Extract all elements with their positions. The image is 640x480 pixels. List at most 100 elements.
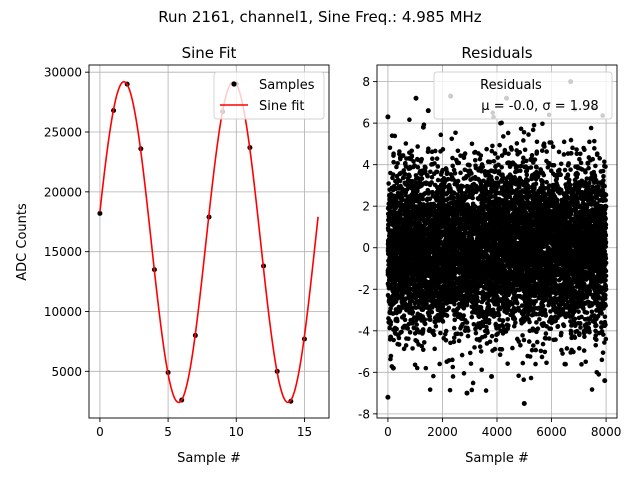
residual-point [506,152,511,157]
residual-point [404,343,409,348]
sine-fit-xtick-label: 15 [297,425,312,439]
residual-point [459,332,464,337]
residual-point [405,326,410,331]
residual-point [493,151,498,156]
residual-point [403,318,408,323]
residual-point [515,301,520,306]
residual-point [436,164,441,169]
residual-point [484,388,489,393]
sine-fit-ytick-label: 20000 [44,185,82,199]
residual-point [469,361,474,366]
residual-point [452,340,457,345]
residual-point [408,330,413,335]
residual-point [448,388,453,393]
residual-point [397,342,402,347]
residual-point [468,351,473,356]
residual-point [501,318,506,323]
residual-point [499,165,504,170]
residual-point [425,174,430,179]
residual-point [515,141,520,146]
residual-point [415,144,420,149]
legend-samples-label: Samples [259,78,315,93]
residual-point [428,387,433,392]
residual-point [431,329,436,334]
residual-point [460,353,465,358]
residual-point [505,361,510,366]
residual-point [461,313,466,318]
residual-point [439,133,444,138]
residual-point [430,310,435,315]
residual-point [414,322,419,327]
residual-point [444,329,449,334]
legend-samples-marker [231,81,236,86]
residual-point [487,321,492,326]
residual-point [488,339,493,344]
residual-point [445,313,450,318]
residual-point [397,149,402,154]
residual-point [518,168,523,173]
residual-point [388,320,393,325]
figure-suptitle: Run 2161, channel1, Sine Freq.: 4.985 MH… [158,8,482,26]
residual-point [470,196,475,201]
residual-point [470,315,475,320]
residual-point [437,362,442,367]
legend-sine-fit-label: Sine fit [259,99,305,114]
residual-point [495,155,500,160]
sine-fit-title: Sine Fit [182,44,237,62]
residual-point [393,134,398,139]
residual-point [452,302,457,307]
residual-point [438,331,443,336]
residual-point [505,317,510,322]
residual-point [450,358,455,363]
sine-fit-ytick-label: 15000 [44,245,82,259]
residual-point [510,346,515,351]
residual-point [466,328,471,333]
residual-point [478,344,483,349]
residual-point [518,343,523,348]
residual-point [386,181,391,186]
residual-point [423,322,428,327]
residual-point [415,366,420,371]
residual-point [423,317,428,322]
residual-point [474,331,479,336]
residual-point [407,117,412,122]
residual-point [409,148,414,153]
residual-point [493,347,498,352]
residual-point [450,164,455,169]
residual-point [415,189,420,194]
residual-point [480,164,485,169]
residual-point [465,303,470,308]
residual-point [499,121,504,126]
residual-point [410,154,415,159]
residual-point [517,150,522,155]
sine-fit-ylabel: ADC Counts [15,203,30,281]
residual-point [394,327,399,332]
residual-point [420,197,425,202]
residual-point [470,142,475,147]
sine-fit-ytick-label: 30000 [44,66,82,80]
residual-point [435,156,440,161]
residual-point [476,299,481,304]
residual-point [432,333,437,338]
residual-point [490,334,495,339]
residual-point [395,161,400,166]
residual-point [424,366,429,371]
residual-point [509,147,514,152]
sine-fit-xtick-label: 0 [96,425,104,439]
residual-point [479,349,484,354]
residual-point [492,159,497,164]
residual-point [402,313,407,318]
residual-point [435,170,440,175]
residual-point [407,174,412,179]
residual-point [462,371,467,376]
residual-point [498,352,503,357]
residual-point [447,306,452,311]
residual-point [513,320,518,325]
residual-point [494,338,499,343]
residual-point [506,131,511,136]
residual-point [433,149,438,154]
residual-point [419,157,424,162]
residual-point [465,320,470,325]
residual-point [397,336,402,341]
residual-point [484,147,489,152]
